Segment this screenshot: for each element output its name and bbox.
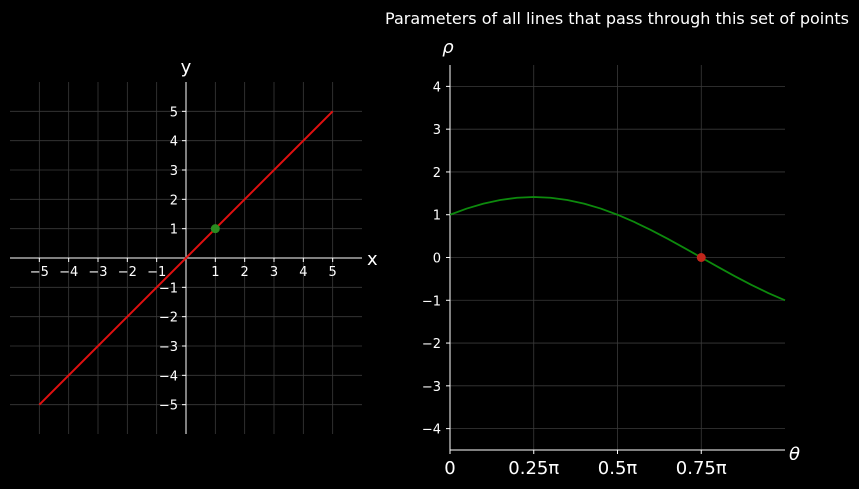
y-tick-label: −1 xyxy=(422,294,441,309)
data-point xyxy=(696,253,706,262)
x-tick-label: 1 xyxy=(211,265,219,280)
line-series xyxy=(38,110,334,406)
y-tick-label: −5 xyxy=(159,399,178,414)
y-axis-label: ρ xyxy=(442,37,454,58)
x-tick-label: −2 xyxy=(118,265,137,280)
y-tick-label: −3 xyxy=(422,380,441,395)
y-tick-label: 2 xyxy=(433,166,441,181)
x-tick-label: 0 xyxy=(444,458,455,479)
y-tick-label: −4 xyxy=(422,423,441,438)
x-tick-label: 2 xyxy=(241,265,249,280)
x-tick-label: 5 xyxy=(329,265,337,280)
chart-title: Parameters of all lines that pass throug… xyxy=(385,9,849,28)
x-tick-label: 3 xyxy=(270,265,278,280)
x-tick-label: −1 xyxy=(147,265,166,280)
y-tick-label: 4 xyxy=(433,80,441,95)
y-tick-label: 1 xyxy=(170,223,178,238)
x-tick-label: 0.25π xyxy=(508,458,559,479)
y-tick-label: −2 xyxy=(422,337,441,352)
left-plot: −5 −4 −3 −2 −1 1 2 3 4 5 −5 −4 −3 −2 −1 1 2 3 4 5 x y xyxy=(10,57,378,434)
y-tick-label: 4 xyxy=(170,135,178,150)
y-tick-label: 2 xyxy=(170,193,178,208)
right-plot: 0 0.25π 0.5π 0.75π −4 −3 −2 −1 0 1 2 3 4 θ ρ xyxy=(422,37,800,479)
y-tick-label: −3 xyxy=(159,340,178,355)
y-tick-label: 5 xyxy=(170,105,178,120)
x-tick-label: 0.75π xyxy=(676,458,727,479)
y-tick-label: −1 xyxy=(159,281,178,296)
y-tick-label: 3 xyxy=(170,164,178,179)
y-tick-label: 1 xyxy=(433,209,441,224)
x-tick-label: 4 xyxy=(299,265,307,280)
data-point xyxy=(210,224,220,234)
x-tick-label: −3 xyxy=(88,265,107,280)
y-tick-label: −4 xyxy=(159,369,178,384)
x-axis-label: x xyxy=(367,249,378,270)
y-tick-label: −2 xyxy=(159,311,178,326)
x-tick-label: 0.5π xyxy=(598,458,638,479)
x-tick-label: −5 xyxy=(30,265,49,280)
x-tick-label: −4 xyxy=(59,265,78,280)
curve-series xyxy=(449,196,786,302)
x-axis-label: θ xyxy=(789,444,800,465)
y-tick-label: 3 xyxy=(433,123,441,138)
y-tick-label: 0 xyxy=(433,252,441,267)
y-axis-label: y xyxy=(181,57,192,78)
